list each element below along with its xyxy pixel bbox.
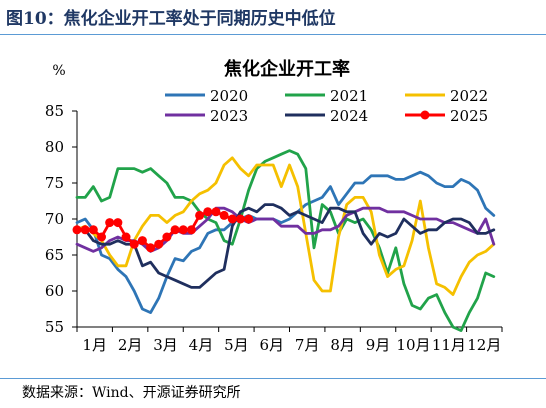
chart-title: 焦化企业开工率 (223, 58, 350, 80)
x-tick-label: 8月 (330, 336, 355, 354)
plot-lines (72, 149, 496, 333)
data-point-2025 (203, 207, 213, 217)
data-point-2025 (186, 225, 196, 235)
data-point-2025 (129, 239, 139, 249)
y-axis-unit: % (52, 63, 65, 79)
data-point-2025 (227, 214, 237, 224)
legend: 2020 2021 2022 2023 2024 2025 (165, 87, 488, 125)
x-tick-label: 3月 (153, 336, 178, 354)
legend-label: 2025 (450, 107, 488, 125)
legend-entry: 2020 (165, 87, 248, 105)
legend-entry: 2025 (405, 107, 488, 125)
legend-label: 2023 (210, 107, 248, 125)
data-point-2025 (154, 239, 164, 249)
y-tick-label: 80 (45, 138, 64, 156)
title-rule (0, 34, 546, 35)
data-point-2025 (219, 210, 229, 220)
figure-title: 图10：焦化企业开工率处于同期历史中低位 (6, 9, 336, 29)
data-point-2025 (97, 232, 107, 242)
data-point-2025 (88, 225, 98, 235)
line-chart: 焦化企业开工率 % 2020 2021 2022 2023 2024 2025 55 60 6… (45, 58, 503, 354)
legend-label: 2024 (330, 107, 368, 125)
source-rule (0, 378, 546, 379)
series-line-2020 (75, 170, 496, 315)
legend-entry: 2022 (405, 87, 488, 105)
data-point-2025 (80, 225, 90, 235)
data-point-2025 (235, 214, 245, 224)
y-tick-label: 55 (45, 318, 64, 336)
legend-label: 2022 (450, 87, 488, 105)
y-tick-label: 70 (45, 210, 64, 228)
x-tick-label: 2月 (118, 336, 143, 354)
data-point-2025 (72, 225, 82, 235)
data-point-2025 (170, 225, 180, 235)
data-point-2025 (162, 232, 172, 242)
series-line-2022 (75, 156, 496, 297)
legend-marker (420, 110, 430, 120)
legend-entry: 2021 (285, 87, 368, 105)
x-tick-label: 1月 (82, 336, 107, 354)
x-tick-label: 12月 (467, 336, 501, 354)
data-point-2025 (121, 232, 131, 242)
series-line-2021 (75, 149, 496, 333)
data-point-2025 (195, 210, 205, 220)
legend-entry: 2023 (165, 107, 248, 125)
legend-label: 2020 (210, 87, 248, 105)
axes: 55 60 65 70 75 80 85 1月 2月 3月 4月 5月 6月 7月 8月 9月 10月 11月 12… (45, 102, 503, 354)
y-tick-label: 85 (45, 102, 64, 120)
x-tick-label: 4月 (189, 336, 214, 354)
y-tick-label: 65 (45, 246, 64, 264)
x-tick-label: 5月 (224, 336, 249, 354)
data-point-2025 (113, 218, 123, 228)
data-point-2025 (137, 236, 147, 246)
x-tick-label: 11月 (432, 336, 466, 354)
data-point-2025 (244, 214, 254, 224)
y-tick-label: 60 (45, 282, 64, 300)
data-point-2025 (178, 225, 188, 235)
data-point-2025 (105, 218, 115, 228)
legend-entry: 2024 (285, 107, 368, 125)
x-tick-label: 6月 (260, 336, 285, 354)
data-point-2025 (146, 243, 156, 253)
x-tick-label: 9月 (366, 336, 391, 354)
y-tick-label: 75 (45, 174, 64, 192)
legend-label: 2021 (330, 87, 368, 105)
x-tick-label: 7月 (295, 336, 320, 354)
data-point-2025 (211, 207, 221, 217)
x-tick-label: 10月 (396, 336, 430, 354)
series-line-2024 (75, 203, 496, 289)
source-note: 数据来源：Wind、开源证券研究所 (22, 385, 241, 401)
